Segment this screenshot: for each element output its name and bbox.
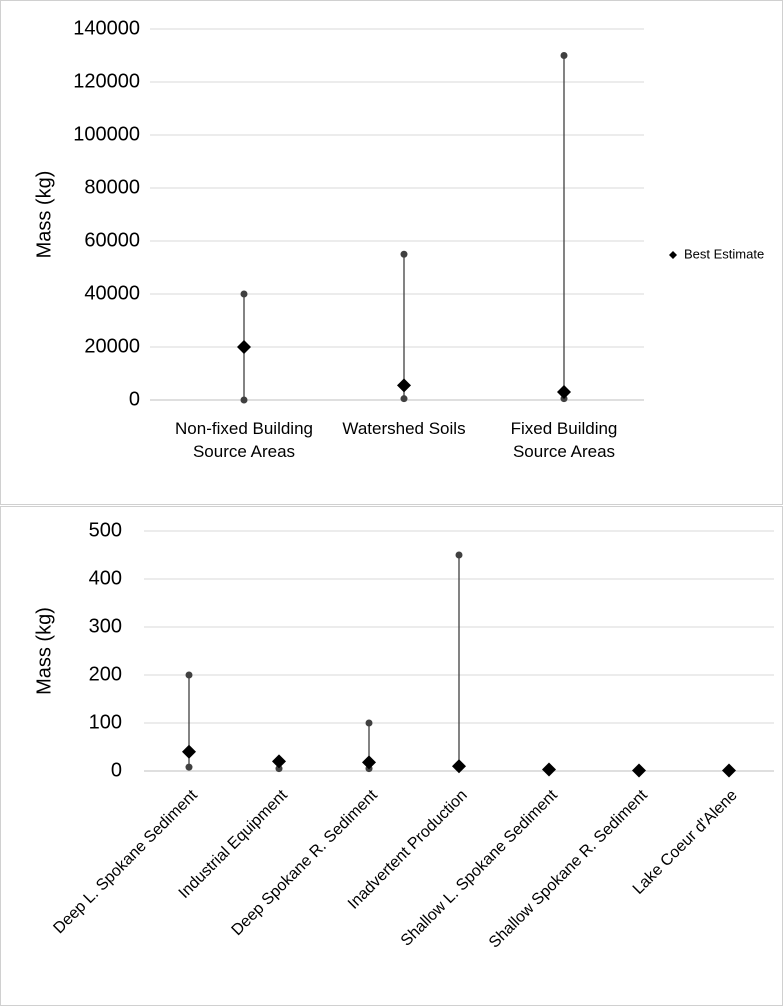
low-point [275, 765, 283, 773]
best-estimate-marker [272, 754, 286, 769]
low-point [240, 396, 248, 404]
x-tick-label: Watershed Soils [342, 419, 465, 438]
best-estimate-marker [452, 759, 466, 774]
best-estimate-marker [632, 763, 646, 778]
high-point [560, 52, 568, 59]
y-tick-label: 140000 [73, 17, 140, 39]
y-tick-label: 60000 [84, 229, 140, 251]
panel-bottom [0, 506, 783, 1006]
y-tick-label: 0 [129, 388, 140, 410]
low-point [185, 763, 193, 771]
y-tick-label: 0 [111, 759, 122, 781]
best-estimate-marker [557, 385, 571, 400]
best-estimate-marker [722, 763, 736, 778]
y-axis-title: Mass (kg) [33, 607, 55, 695]
x-tick-label: Non-fixed Building Source Areas [175, 419, 313, 461]
legend-label: Best Estimate [684, 246, 764, 261]
x-tick-label: Fixed Building Source Areas [511, 419, 618, 461]
low-point [400, 395, 408, 403]
best-estimate-marker [397, 378, 411, 393]
high-point [455, 551, 463, 559]
y-tick-label: 20000 [84, 335, 140, 357]
y-tick-label: 100 [89, 711, 122, 733]
y-tick-label: 300 [89, 615, 122, 637]
panel-top [0, 0, 783, 505]
best-estimate-marker [182, 744, 196, 759]
y-tick-label: 200 [89, 663, 122, 685]
best-estimate-marker [237, 340, 251, 354]
y-tick-label: 120000 [73, 70, 140, 92]
y-tick-label: 100000 [73, 123, 140, 145]
legend-marker [669, 251, 677, 259]
y-tick-label: 500 [89, 519, 122, 541]
high-point [365, 719, 373, 727]
y-tick-label: 80000 [84, 176, 140, 198]
y-tick-label: 400 [89, 567, 122, 589]
y-tick-label: 40000 [84, 282, 140, 304]
high-point [400, 250, 408, 258]
high-point [240, 290, 248, 298]
best-estimate-marker [362, 755, 376, 770]
high-point [185, 671, 193, 679]
best-estimate-marker [542, 762, 556, 777]
y-axis-title: Mass (kg) [33, 171, 55, 259]
